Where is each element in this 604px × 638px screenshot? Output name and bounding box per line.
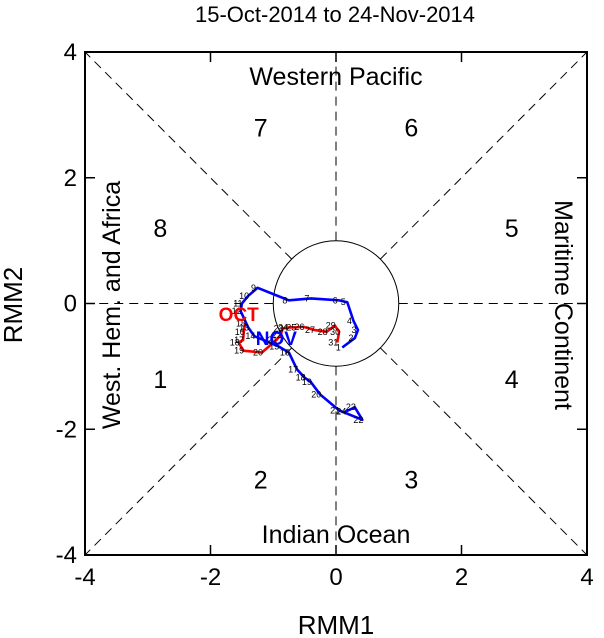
y-tick-label: 4 xyxy=(64,39,77,66)
day-label-oct: 28 xyxy=(318,327,328,337)
day-label-nov: 3 xyxy=(351,325,356,335)
day-label-nov: 20 xyxy=(311,390,321,400)
day-label-nov: 24 xyxy=(336,407,346,417)
phase-label-5: 5 xyxy=(505,215,519,243)
y-tick-label: -2 xyxy=(56,416,77,443)
octant-line-7 xyxy=(84,51,292,260)
day-label-nov: 14 xyxy=(245,331,255,341)
phase-label-6: 6 xyxy=(404,114,418,142)
x-tick-label: 2 xyxy=(455,564,468,591)
octant-line-5 xyxy=(380,51,588,260)
day-label-nov: 7 xyxy=(304,293,309,303)
day-label-oct: 26 xyxy=(294,322,304,332)
day-label-oct: 24 xyxy=(278,322,288,332)
chart-title: 15-Oct-2014 to 24-Nov-2014 xyxy=(195,2,475,27)
y-tick-label: 2 xyxy=(64,165,77,192)
octant-line-6 xyxy=(84,347,292,556)
phase-label-1: 1 xyxy=(153,366,167,394)
region-label-top: Western Pacific xyxy=(249,63,422,91)
day-label-nov: 2 xyxy=(348,333,353,343)
octant-lines xyxy=(84,51,588,556)
phase-label-7: 7 xyxy=(254,114,268,142)
day-label-nov: 15 xyxy=(269,341,279,351)
day-label-oct: 31 xyxy=(328,337,338,347)
day-label-oct: 18 xyxy=(230,337,240,347)
day-label-oct: 30 xyxy=(330,327,340,337)
region-label-bottom: Indian Ocean xyxy=(262,521,411,549)
y-axis-label: RMM2 xyxy=(0,267,28,344)
day-label-oct: 29 xyxy=(326,321,336,331)
month-label-oct: OCT xyxy=(219,305,260,326)
day-label-nov: 10 xyxy=(239,291,249,301)
day-label-oct: 17 xyxy=(234,335,244,345)
day-label-nov: 12 xyxy=(232,306,242,316)
x-tick-label: -2 xyxy=(200,564,221,591)
y-tick-label: -4 xyxy=(56,542,77,569)
day-label-nov: 4 xyxy=(347,316,352,326)
day-label-nov: 5 xyxy=(341,297,346,307)
series-line-nov xyxy=(239,286,364,422)
day-label-nov: 16 xyxy=(280,348,290,358)
day-label-oct: 20 xyxy=(253,348,263,358)
month-label-nov: NOV xyxy=(256,329,298,350)
region-label-left: West. Hem. and Africa xyxy=(98,181,126,429)
day-label-nov: 11 xyxy=(233,299,242,309)
phase-label-4: 4 xyxy=(505,366,519,394)
day-label-oct: 19 xyxy=(234,346,244,356)
day-label-nov: 22 xyxy=(353,415,363,425)
day-label-oct: 15 xyxy=(236,319,246,329)
day-label-oct: 23 xyxy=(274,324,284,334)
day-label-nov: 23 xyxy=(346,402,356,412)
day-label-nov: 6 xyxy=(333,295,338,305)
phase-label-8: 8 xyxy=(153,215,167,243)
day-label-nov: 9 xyxy=(251,283,256,293)
x-axis-label: RMM1 xyxy=(298,610,375,638)
octant-line-8 xyxy=(380,347,588,556)
day-label-oct: 22 xyxy=(272,330,282,340)
series-line-oct xyxy=(237,323,341,354)
day-label-nov: 17 xyxy=(288,365,298,375)
day-label-oct: 21 xyxy=(267,335,277,345)
x-tick-label: 0 xyxy=(329,564,342,591)
day-label-nov: 8 xyxy=(282,295,287,305)
y-tick-label: 0 xyxy=(64,291,77,318)
day-label-nov: 19 xyxy=(302,377,312,387)
day-label-oct: 16 xyxy=(235,327,245,337)
day-label-oct: 27 xyxy=(305,325,315,335)
unit-circle xyxy=(272,240,400,367)
day-label-nov: 21 xyxy=(330,405,340,415)
day-label-nov: 18 xyxy=(296,373,306,383)
region-label-right: Maritime Continent xyxy=(549,200,577,410)
x-tick-label: 4 xyxy=(580,564,593,591)
phase-label-2: 2 xyxy=(254,467,268,495)
day-label-oct: 25 xyxy=(286,322,296,332)
day-label-nov: 13 xyxy=(239,322,249,332)
phase-label-3: 3 xyxy=(404,467,418,495)
day-label-nov: 1 xyxy=(336,343,341,353)
x-tick-label: -4 xyxy=(74,564,95,591)
